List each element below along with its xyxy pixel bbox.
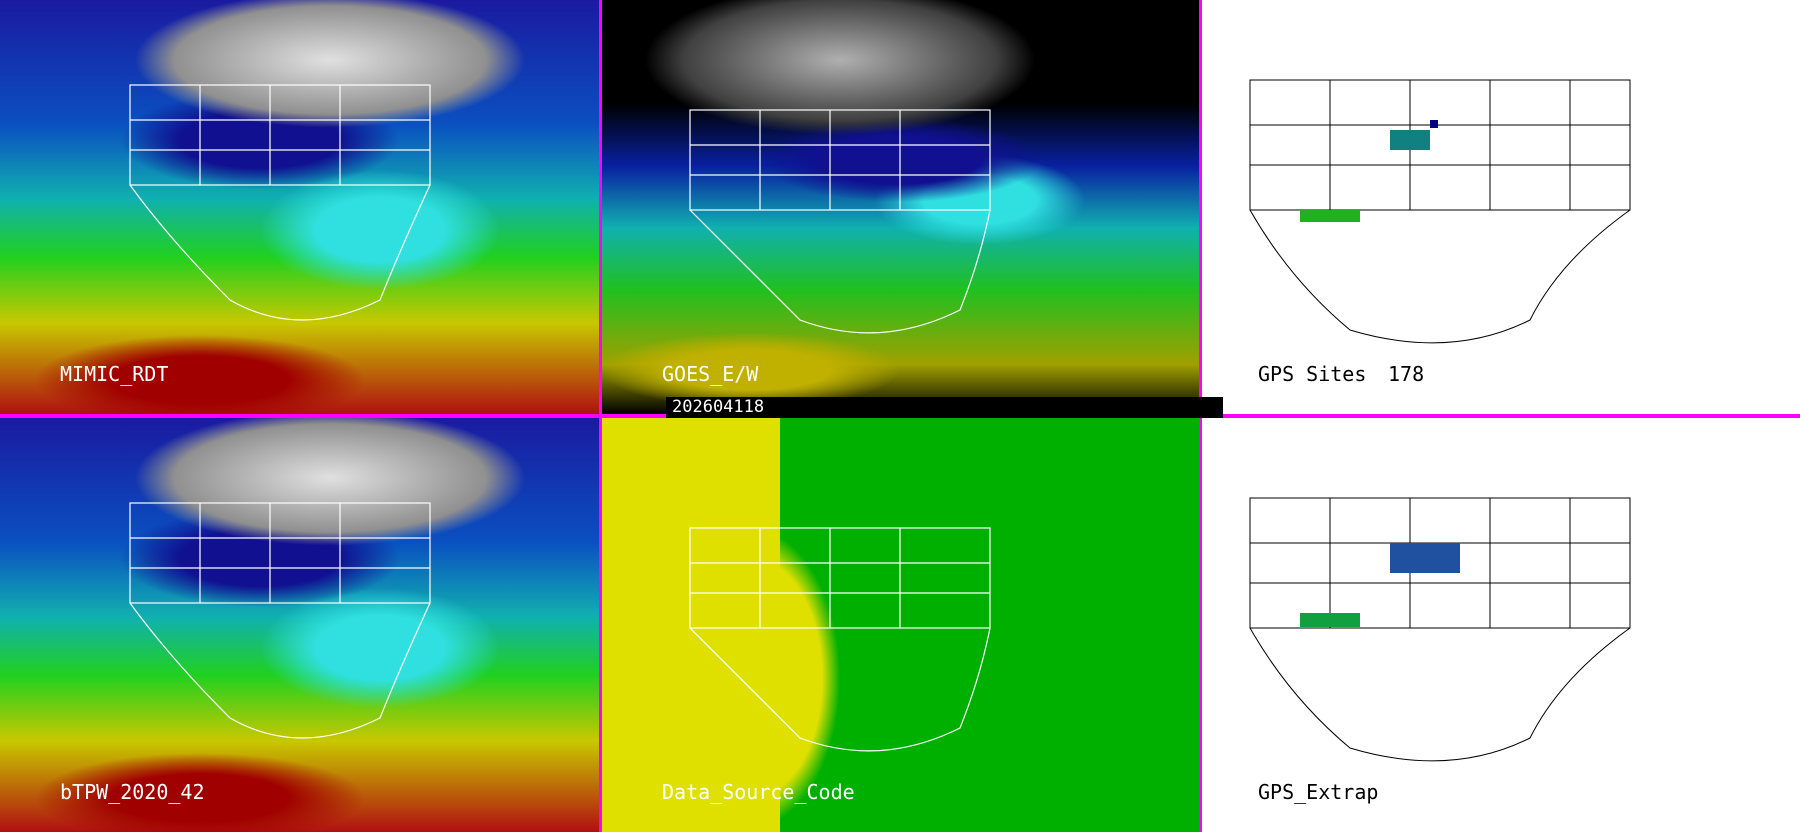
gps-site-count: 178	[1388, 362, 1425, 386]
panel-label: GOES_E/W	[662, 362, 759, 386]
btpw-panel: bTPW_2020_42	[0, 418, 600, 832]
panel-label: Data_Source_Code	[662, 780, 855, 804]
map-outline	[129, 502, 431, 739]
timestamp-bar: 202604118	[666, 397, 1223, 418]
map-outline	[689, 109, 991, 334]
gps-extrap-panel: GPS_Extrap	[1200, 418, 1800, 832]
map-outline	[1249, 497, 1631, 762]
panel-separator-vertical	[599, 0, 602, 832]
panel-label: GPS Sites	[1258, 362, 1367, 386]
map-outline	[129, 84, 431, 321]
mimic-rdt-panel: MIMIC_RDT	[0, 0, 600, 414]
data-source-code-panel: Data_Source_Code	[600, 418, 1200, 832]
goes-panel: GOES_E/W	[600, 0, 1200, 414]
panel-label: GPS_Extrap	[1258, 780, 1379, 804]
panel-label: bTPW_2020_42	[60, 780, 205, 804]
gps-sites-panel: GPS Sites 178	[1200, 0, 1800, 414]
panel-label: MIMIC_RDT	[60, 362, 169, 386]
map-outline	[1249, 79, 1631, 344]
map-outline	[689, 527, 991, 752]
